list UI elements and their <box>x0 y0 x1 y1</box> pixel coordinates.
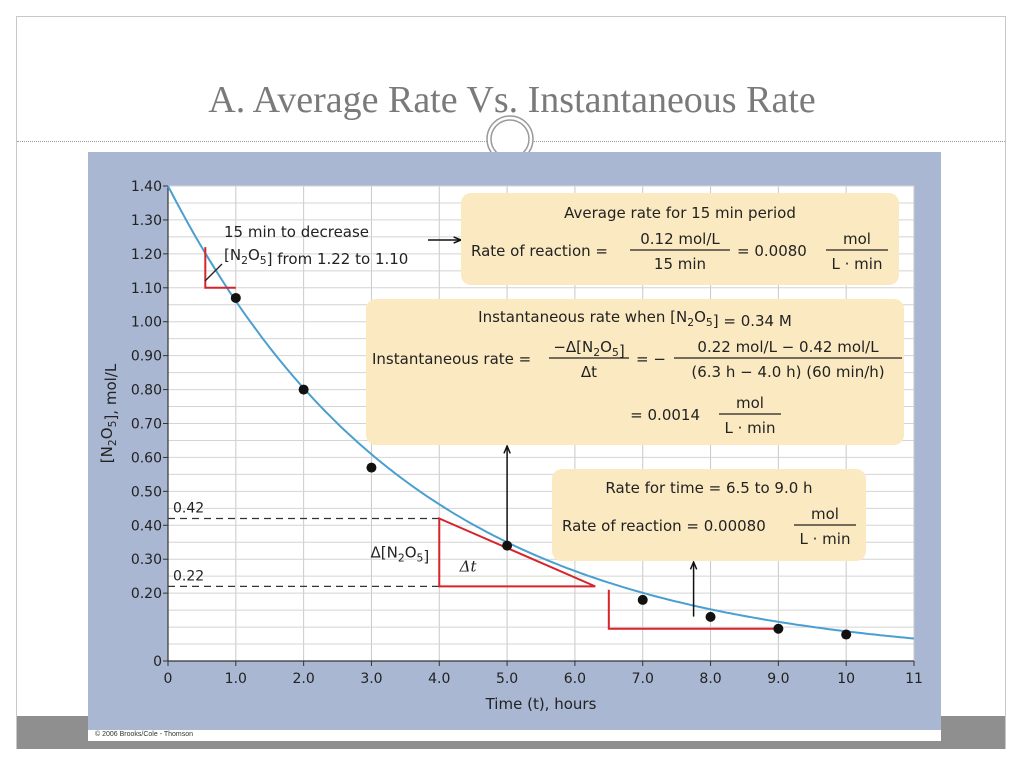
x-tick-label: 5.0 <box>496 671 518 687</box>
data-point <box>637 594 648 605</box>
arrow-to-instant-box-head <box>503 444 511 454</box>
fifteen-min-label-line1: 15 min to decrease <box>224 223 369 241</box>
figure-caption-strip <box>88 730 941 741</box>
fifteen-min-label-line2: [N2O5] from 1.22 to 1.10 <box>224 246 408 268</box>
x-tick-label: 7.0 <box>632 671 654 687</box>
interval-box-unit-numerator: mol <box>811 505 839 523</box>
curve-group <box>167 185 915 640</box>
data-point <box>366 462 377 473</box>
data-point <box>841 629 852 640</box>
x-tick-label: 1.0 <box>225 671 247 687</box>
interval-box-label: Rate of reaction = 0.00080 <box>562 517 766 535</box>
data-point <box>705 611 716 622</box>
average-box-fraction-numerator: 0.12 mol/L <box>640 230 720 248</box>
instant-box-fraction1-denominator: Δt <box>581 363 597 381</box>
y-tick-label: 0.90 <box>131 349 162 365</box>
delta-concentration-label: Δ[N2O5] <box>370 543 429 565</box>
interval-box-heading: Rate for time = 6.5 to 9.0 h <box>605 479 812 497</box>
average-box-unit-numerator: mol <box>843 230 871 248</box>
y-tick-label: 0.60 <box>131 450 162 466</box>
copyright-text: © 2006 Brooks/Cole - Thomson <box>95 731 194 738</box>
data-point <box>230 292 241 303</box>
y-tick-label: 1.00 <box>131 315 162 331</box>
average-box-value: = 0.0080 <box>737 242 807 260</box>
y-tick-label: 0.50 <box>131 484 162 500</box>
instant-box-eq: = − <box>636 350 666 368</box>
instantaneous-rate-box <box>366 299 904 445</box>
instant-box-fraction2-numerator: 0.22 mol/L − 0.42 mol/L <box>697 338 879 356</box>
instant-box-unit-numerator: mol <box>736 394 764 412</box>
average-box-label: Rate of reaction = <box>471 242 608 260</box>
ref-value-label: 0.22 <box>173 568 204 584</box>
y-tick-label: 0.80 <box>131 383 162 399</box>
y-axis-title: [N2O5], mol/L <box>98 363 120 463</box>
data-point <box>773 623 784 634</box>
y-tick-label: 0.20 <box>131 586 162 602</box>
y-tick-label: 1.10 <box>131 281 162 297</box>
leader-line <box>204 263 223 282</box>
triangles <box>204 247 779 630</box>
axes: 0 1.0 2.0 3.0 4.0 5.0 6.0 7.0 8.0 9.0 10 11 0 0.20 0.3… <box>98 179 923 713</box>
average-rate-triangle <box>204 247 236 289</box>
annotation-boxes: Average rate for 15 min period Rate of re… <box>366 193 904 561</box>
data-points <box>230 292 852 640</box>
instant-box-fraction1-numerator: −Δ[N2O5] <box>553 338 624 360</box>
arrow-to-interval-box-head <box>689 560 698 570</box>
x-axis-title: Time (t), hours <box>485 695 597 713</box>
instant-box-unit-denominator: L · min <box>725 419 776 437</box>
data-point <box>502 540 513 551</box>
y-tick-label: 1.30 <box>131 213 162 229</box>
y-tick-label: 1.40 <box>131 179 162 195</box>
average-rate-box <box>461 193 899 285</box>
x-tick-label: 4.0 <box>428 671 450 687</box>
reference-lines: 0.42 0.22 <box>168 501 440 587</box>
x-tick-label: 9.0 <box>767 671 789 687</box>
instant-box-fraction2-denominator: (6.3 h − 4.0 h) (60 min/h) <box>691 363 884 381</box>
x-tick-label: 0 <box>164 671 173 687</box>
instant-box-heading: Instantaneous rate when [N2O5] = 0.34 M <box>478 308 792 330</box>
interval-box-unit-denominator: L · min <box>800 530 851 548</box>
y-tick-label: 0 <box>153 654 162 670</box>
y-tick-label: 0.40 <box>131 518 162 534</box>
y-tick-label: 1.20 <box>131 247 162 263</box>
instant-box-result: = 0.0014 <box>630 406 700 424</box>
data-point <box>298 384 309 395</box>
x-tick-label: 2.0 <box>293 671 315 687</box>
tangent-triangle <box>438 516 596 588</box>
y-tick-label: 0.70 <box>131 417 162 433</box>
delta-t-label: Δt <box>459 558 478 576</box>
average-box-unit-denominator: L · min <box>832 255 883 273</box>
slide-title: A. Average Rate Vs. Instantaneous Rate <box>208 79 816 121</box>
interval-rate-box <box>552 469 866 561</box>
average-box-heading: Average rate for 15 min period <box>564 204 796 222</box>
x-tick-label: 6.0 <box>564 671 586 687</box>
ref-value-label: 0.42 <box>173 501 204 517</box>
decay-curve <box>167 185 915 640</box>
labels: Δ[N2O5] Δt 15 min to decrease [N2O5] from 1… <box>204 223 698 617</box>
average-box-fraction-denominator: 15 min <box>654 255 706 273</box>
instant-box-label: Instantaneous rate = <box>372 350 531 368</box>
interval-rate-lines <box>607 589 779 630</box>
y-tick-label: 0.30 <box>131 552 162 568</box>
x-tick-label: 3.0 <box>360 671 382 687</box>
x-tick-label: 11 <box>905 671 923 687</box>
x-tick-label: 8.0 <box>699 671 721 687</box>
x-tick-label: 10 <box>837 671 855 687</box>
